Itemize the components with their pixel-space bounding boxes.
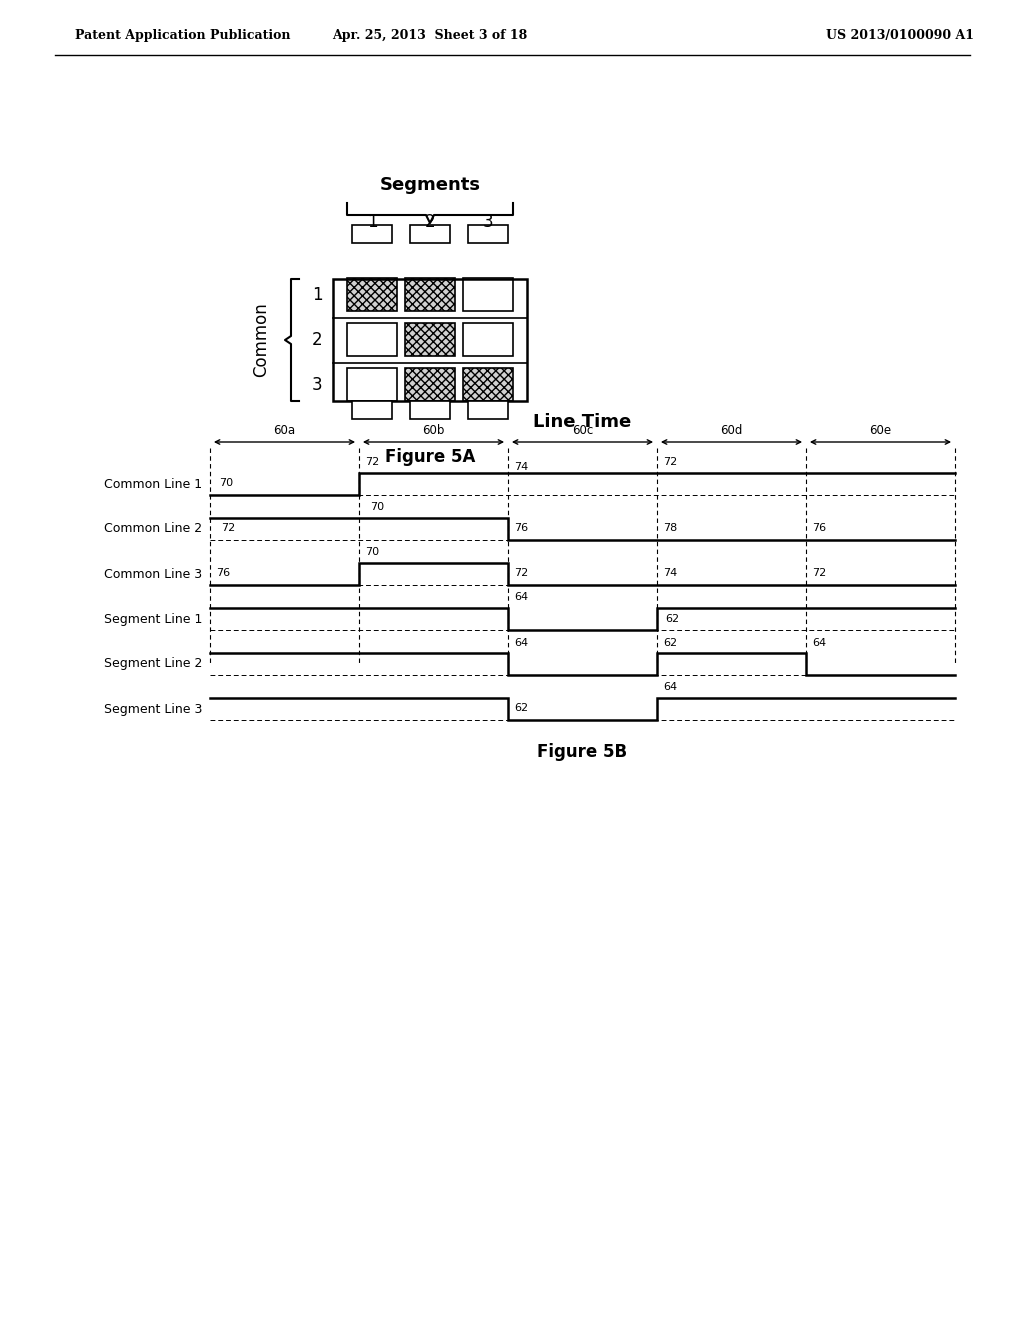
Text: Common Line 2: Common Line 2 bbox=[103, 523, 202, 536]
Bar bbox=[468, 224, 508, 243]
Text: US 2013/0100090 A1: US 2013/0100090 A1 bbox=[826, 29, 974, 41]
Text: 2: 2 bbox=[425, 213, 435, 231]
Text: 62: 62 bbox=[514, 704, 528, 713]
Text: Patent Application Publication: Patent Application Publication bbox=[75, 29, 291, 41]
Text: 60a: 60a bbox=[273, 425, 296, 437]
Text: Segment Line 2: Segment Line 2 bbox=[103, 657, 202, 671]
Text: 62: 62 bbox=[663, 638, 677, 648]
Text: 74: 74 bbox=[514, 462, 528, 473]
Bar bbox=[352, 401, 392, 418]
Text: Common Line 1: Common Line 1 bbox=[103, 478, 202, 491]
Text: 76: 76 bbox=[514, 523, 528, 533]
Text: 72: 72 bbox=[812, 568, 826, 578]
Text: 60e: 60e bbox=[869, 425, 892, 437]
Text: 72: 72 bbox=[221, 523, 236, 533]
Text: Segment Line 1: Segment Line 1 bbox=[103, 612, 202, 626]
Text: 78: 78 bbox=[663, 523, 677, 533]
Bar bbox=[410, 224, 450, 243]
Text: 2: 2 bbox=[311, 331, 323, 348]
Text: 76: 76 bbox=[216, 568, 230, 578]
Text: 72: 72 bbox=[365, 457, 379, 467]
Text: 70: 70 bbox=[219, 478, 233, 488]
Text: Line Time: Line Time bbox=[534, 413, 632, 432]
Text: Common Line 3: Common Line 3 bbox=[103, 568, 202, 581]
Bar bbox=[406, 279, 455, 312]
Text: Segments: Segments bbox=[380, 176, 480, 194]
Text: Figure 5B: Figure 5B bbox=[538, 743, 628, 762]
Text: 72: 72 bbox=[514, 568, 528, 578]
Bar bbox=[347, 323, 397, 356]
Text: 3: 3 bbox=[482, 213, 494, 231]
Text: Figure 5A: Figure 5A bbox=[385, 447, 475, 466]
Text: 3: 3 bbox=[311, 376, 323, 393]
Text: Segment Line 3: Segment Line 3 bbox=[103, 702, 202, 715]
Bar bbox=[347, 279, 397, 312]
Text: 64: 64 bbox=[514, 638, 528, 648]
Text: 70: 70 bbox=[370, 502, 384, 512]
Text: Common: Common bbox=[252, 302, 270, 378]
Bar bbox=[333, 279, 527, 401]
Text: 64: 64 bbox=[663, 682, 677, 692]
Text: 1: 1 bbox=[367, 213, 377, 231]
Bar bbox=[406, 368, 455, 401]
Text: Apr. 25, 2013  Sheet 3 of 18: Apr. 25, 2013 Sheet 3 of 18 bbox=[333, 29, 527, 41]
Text: 60b: 60b bbox=[422, 425, 444, 437]
Text: 64: 64 bbox=[514, 591, 528, 602]
Bar bbox=[463, 323, 513, 356]
Text: 62: 62 bbox=[665, 614, 679, 624]
Bar bbox=[463, 368, 513, 401]
Text: 72: 72 bbox=[663, 457, 677, 467]
Text: 70: 70 bbox=[365, 546, 379, 557]
Bar bbox=[463, 279, 513, 312]
Text: 64: 64 bbox=[812, 638, 826, 648]
Bar bbox=[468, 401, 508, 418]
Bar bbox=[352, 224, 392, 243]
Text: 74: 74 bbox=[663, 568, 677, 578]
Text: 60c: 60c bbox=[571, 425, 593, 437]
Text: 1: 1 bbox=[311, 286, 323, 304]
Text: 76: 76 bbox=[812, 523, 826, 533]
Text: 60d: 60d bbox=[720, 425, 742, 437]
Bar bbox=[406, 323, 455, 356]
Bar bbox=[347, 368, 397, 401]
Bar bbox=[410, 401, 450, 418]
